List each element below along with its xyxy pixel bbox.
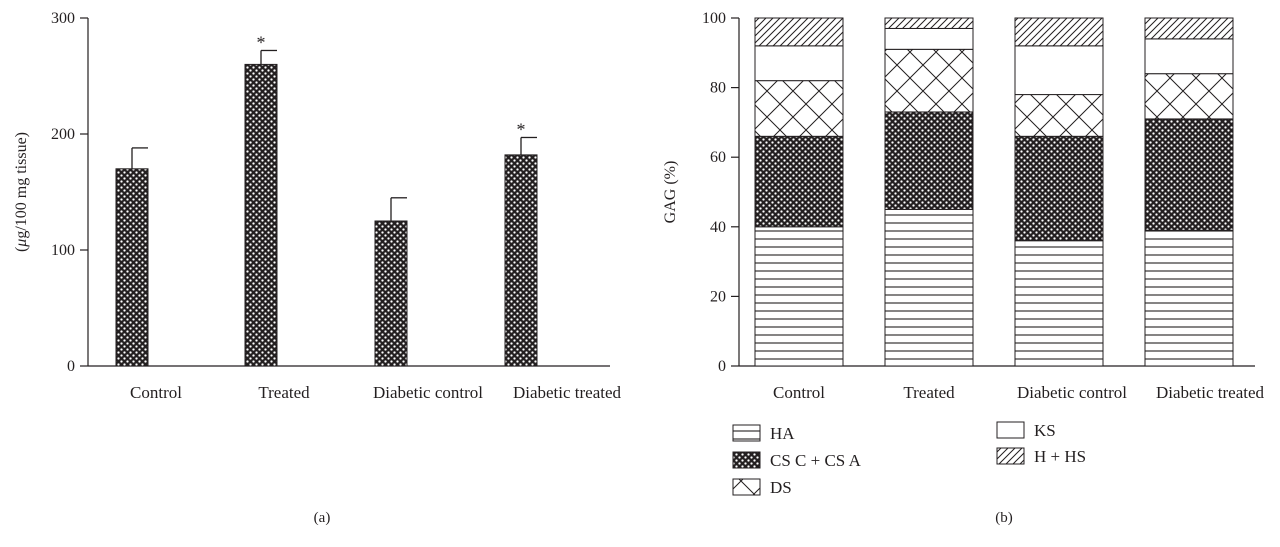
chart-b-bar-segment bbox=[884, 111, 974, 210]
chart-a-bar bbox=[115, 168, 149, 367]
chart-b-y-tick-label: 100 bbox=[702, 10, 726, 27]
chart-a-bars: ** bbox=[115, 32, 538, 367]
chart-a-bar bbox=[374, 220, 408, 367]
chart-a-significance-mark: * bbox=[517, 119, 526, 139]
chart-b-legend-swatch bbox=[996, 421, 1025, 439]
chart-b-bar-segment bbox=[754, 135, 844, 228]
chart-b-y-tick-label: 80 bbox=[710, 80, 726, 97]
chart-b-bar-segment bbox=[754, 17, 844, 47]
chart-b-bar-segment bbox=[754, 80, 844, 137]
chart-b-legend-label: DS bbox=[770, 478, 792, 497]
chart-b-panel-label: (b) bbox=[995, 510, 1013, 526]
chart-b-bar-segment bbox=[1144, 229, 1234, 367]
chart-b-y-tick-label: 40 bbox=[710, 219, 726, 236]
chart-b-y-ticks: 0 20 40 60 80 100 bbox=[702, 10, 739, 375]
chart-a-panel-label: (a) bbox=[314, 510, 331, 526]
chart-a-x-labels: Control Treated Diabetic control Diabetic t… bbox=[130, 383, 622, 402]
chart-b-bar-segment bbox=[884, 17, 974, 29]
chart-b-bar-segment bbox=[1014, 94, 1104, 137]
chart-a-y-tick-label: 0 bbox=[67, 358, 75, 375]
chart-b-x-label: Diabetic treated bbox=[1156, 383, 1265, 402]
chart-b-legend-swatch bbox=[732, 451, 761, 469]
chart-a-significance-mark: * bbox=[257, 32, 266, 52]
chart-a-y-tick-label: 200 bbox=[51, 126, 75, 143]
chart-b-bar-segment bbox=[1144, 118, 1234, 231]
chart-b-legend-swatch bbox=[732, 424, 761, 442]
chart-a-y-ticks: 0 100 200 300 bbox=[51, 10, 88, 375]
chart-a-x-label: Control bbox=[130, 383, 182, 402]
chart-b-bar-segment bbox=[1014, 45, 1104, 96]
chart-b-legend: HA CS C + CS A DS KS H + HS bbox=[732, 421, 1086, 497]
chart-b-bar-segment bbox=[884, 208, 974, 367]
chart-b-x-label: Control bbox=[773, 383, 825, 402]
chart-b-bar-segment bbox=[1014, 17, 1104, 47]
chart-a-bar bbox=[244, 63, 278, 367]
chart-b-bar-segment bbox=[884, 48, 974, 113]
chart-b-x-labels: Control Treated Diabetic control Diabetic t… bbox=[773, 383, 1265, 402]
chart-b-bar-segment bbox=[754, 45, 844, 82]
chart-a-y-tick-label: 300 bbox=[51, 10, 75, 27]
chart-a-x-label: Diabetic control bbox=[373, 383, 483, 402]
chart-b-bar-segment bbox=[754, 226, 844, 367]
chart-b-legend-swatch bbox=[996, 447, 1025, 465]
chart-b-bar-segment bbox=[884, 27, 974, 50]
chart-b-legend-swatch bbox=[732, 478, 761, 496]
chart-b-bar-segment bbox=[1144, 17, 1234, 40]
chart-a-bar bbox=[504, 154, 538, 367]
chart-b-y-tick-label: 60 bbox=[710, 149, 726, 166]
chart-b-legend-label: H + HS bbox=[1034, 447, 1086, 466]
chart-b-bar-segment bbox=[1144, 38, 1234, 75]
chart-a-x-label: Diabetic treated bbox=[513, 383, 622, 402]
chart-b-legend-label: HA bbox=[770, 424, 795, 443]
chart-a-y-tick-label: 100 bbox=[51, 242, 75, 259]
chart-a-x-label: Treated bbox=[258, 383, 310, 402]
chart-b-bar-segment bbox=[1014, 240, 1104, 367]
chart-b-x-label: Treated bbox=[903, 383, 955, 402]
chart-b-bar-segment bbox=[1144, 73, 1234, 120]
chart-b-x-label: Diabetic control bbox=[1017, 383, 1127, 402]
chart-b-legend-label: KS bbox=[1034, 421, 1056, 440]
chart-b-legend-label: CS C + CS A bbox=[770, 451, 862, 470]
chart-b-y-tick-label: 0 bbox=[718, 358, 726, 375]
chart-b: 0 20 40 60 80 100 Control Treated Diabetic cont… bbox=[662, 10, 1265, 526]
chart-a-y-label: (μg/100 mg tissue) bbox=[13, 132, 30, 252]
chart-b-y-tick-label: 20 bbox=[710, 288, 726, 305]
chart-b-bar-segment bbox=[1014, 135, 1104, 242]
chart-b-bars bbox=[754, 17, 1234, 367]
chart-b-y-label: GAG (%) bbox=[662, 161, 679, 224]
